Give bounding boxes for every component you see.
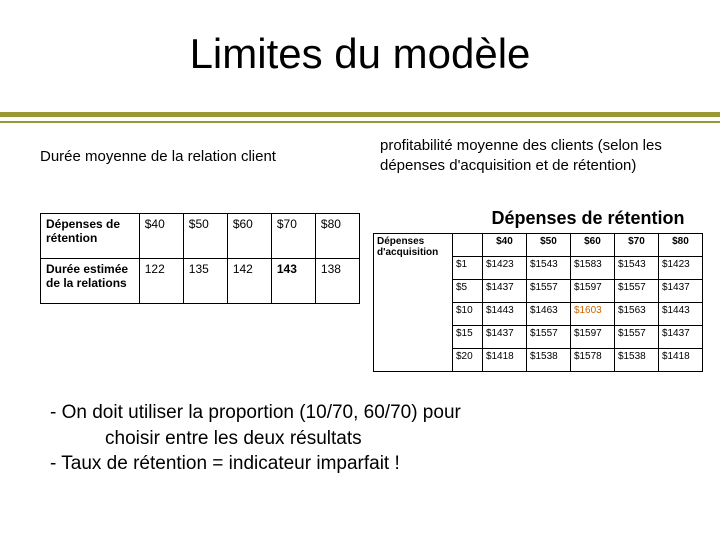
- cell: $1443: [482, 303, 526, 326]
- profitability-table: Dépenses d'acquisition $40 $50 $60 $70 $…: [373, 233, 703, 372]
- profitability-block: Dépenses de rétention Dépenses d'acquisi…: [373, 208, 703, 372]
- table-row: Dépenses d'acquisition $40 $50 $60 $70 $…: [374, 234, 703, 257]
- cell: $1418: [482, 349, 526, 372]
- cell: $1538: [526, 349, 570, 372]
- cell: 135: [183, 259, 227, 304]
- accent-line-thick: [0, 112, 720, 117]
- col-header: $40: [482, 234, 526, 257]
- right-table-caption: profitabilité moyenne des clients (selon…: [380, 136, 695, 177]
- cell: $1603: [570, 303, 614, 326]
- cell: 122: [139, 259, 183, 304]
- cell: $1437: [482, 326, 526, 349]
- cell: 138: [315, 259, 359, 304]
- cell: 143: [271, 259, 315, 304]
- cell: $1423: [658, 257, 702, 280]
- cell: $1557: [614, 326, 658, 349]
- cell: $1543: [526, 257, 570, 280]
- cell: $1463: [526, 303, 570, 326]
- cell: $1563: [614, 303, 658, 326]
- row-label: $10: [453, 303, 483, 326]
- cell: $1583: [570, 257, 614, 280]
- row-label: $20: [453, 349, 483, 372]
- cell: 142: [227, 259, 271, 304]
- col-header: [453, 234, 483, 257]
- cell: $1597: [570, 280, 614, 303]
- col-header: $60: [570, 234, 614, 257]
- cell: $1423: [482, 257, 526, 280]
- cell: $1597: [570, 326, 614, 349]
- acquisition-header: Dépenses d'acquisition: [374, 234, 453, 372]
- row-header: Dépenses de rétention: [41, 214, 140, 259]
- slide-title: Limites du modèle: [0, 30, 720, 78]
- cell: $1418: [658, 349, 702, 372]
- row-label: $1: [453, 257, 483, 280]
- cell: $1543: [614, 257, 658, 280]
- cell: $1437: [482, 280, 526, 303]
- bullet-line: - Taux de rétention = indicateur imparfa…: [50, 451, 680, 477]
- cell: $40: [139, 214, 183, 259]
- cell: $70: [271, 214, 315, 259]
- duration-table: Dépenses de rétention $40 $50 $60 $70 $8…: [40, 213, 360, 304]
- col-header: $70: [614, 234, 658, 257]
- cell: $1557: [526, 326, 570, 349]
- row-label: $15: [453, 326, 483, 349]
- bullet-line: choisir entre les deux résultats: [50, 426, 680, 452]
- cell: $60: [227, 214, 271, 259]
- cell: $1557: [614, 280, 658, 303]
- cell: $1557: [526, 280, 570, 303]
- table-row: Dépenses de rétention $40 $50 $60 $70 $8…: [41, 214, 360, 259]
- col-header: $50: [526, 234, 570, 257]
- right-table-header: Dépenses de rétention: [373, 208, 703, 229]
- slide: Limites du modèle Durée moyenne de la re…: [0, 0, 720, 540]
- bullet-line: - On doit utiliser la proportion (10/70,…: [50, 400, 680, 426]
- row-header: Durée estimée de la relations: [41, 259, 140, 304]
- col-header: $80: [658, 234, 702, 257]
- bullet-text: - On doit utiliser la proportion (10/70,…: [50, 400, 680, 477]
- left-table-caption: Durée moyenne de la relation client: [40, 148, 360, 165]
- cell: $1437: [658, 326, 702, 349]
- table-row: Durée estimée de la relations 122 135 14…: [41, 259, 360, 304]
- cell: $80: [315, 214, 359, 259]
- cell: $1578: [570, 349, 614, 372]
- cell: $1437: [658, 280, 702, 303]
- cell: $50: [183, 214, 227, 259]
- cell: $1443: [658, 303, 702, 326]
- cell: $1538: [614, 349, 658, 372]
- accent-line-thin: [0, 121, 720, 123]
- row-label: $5: [453, 280, 483, 303]
